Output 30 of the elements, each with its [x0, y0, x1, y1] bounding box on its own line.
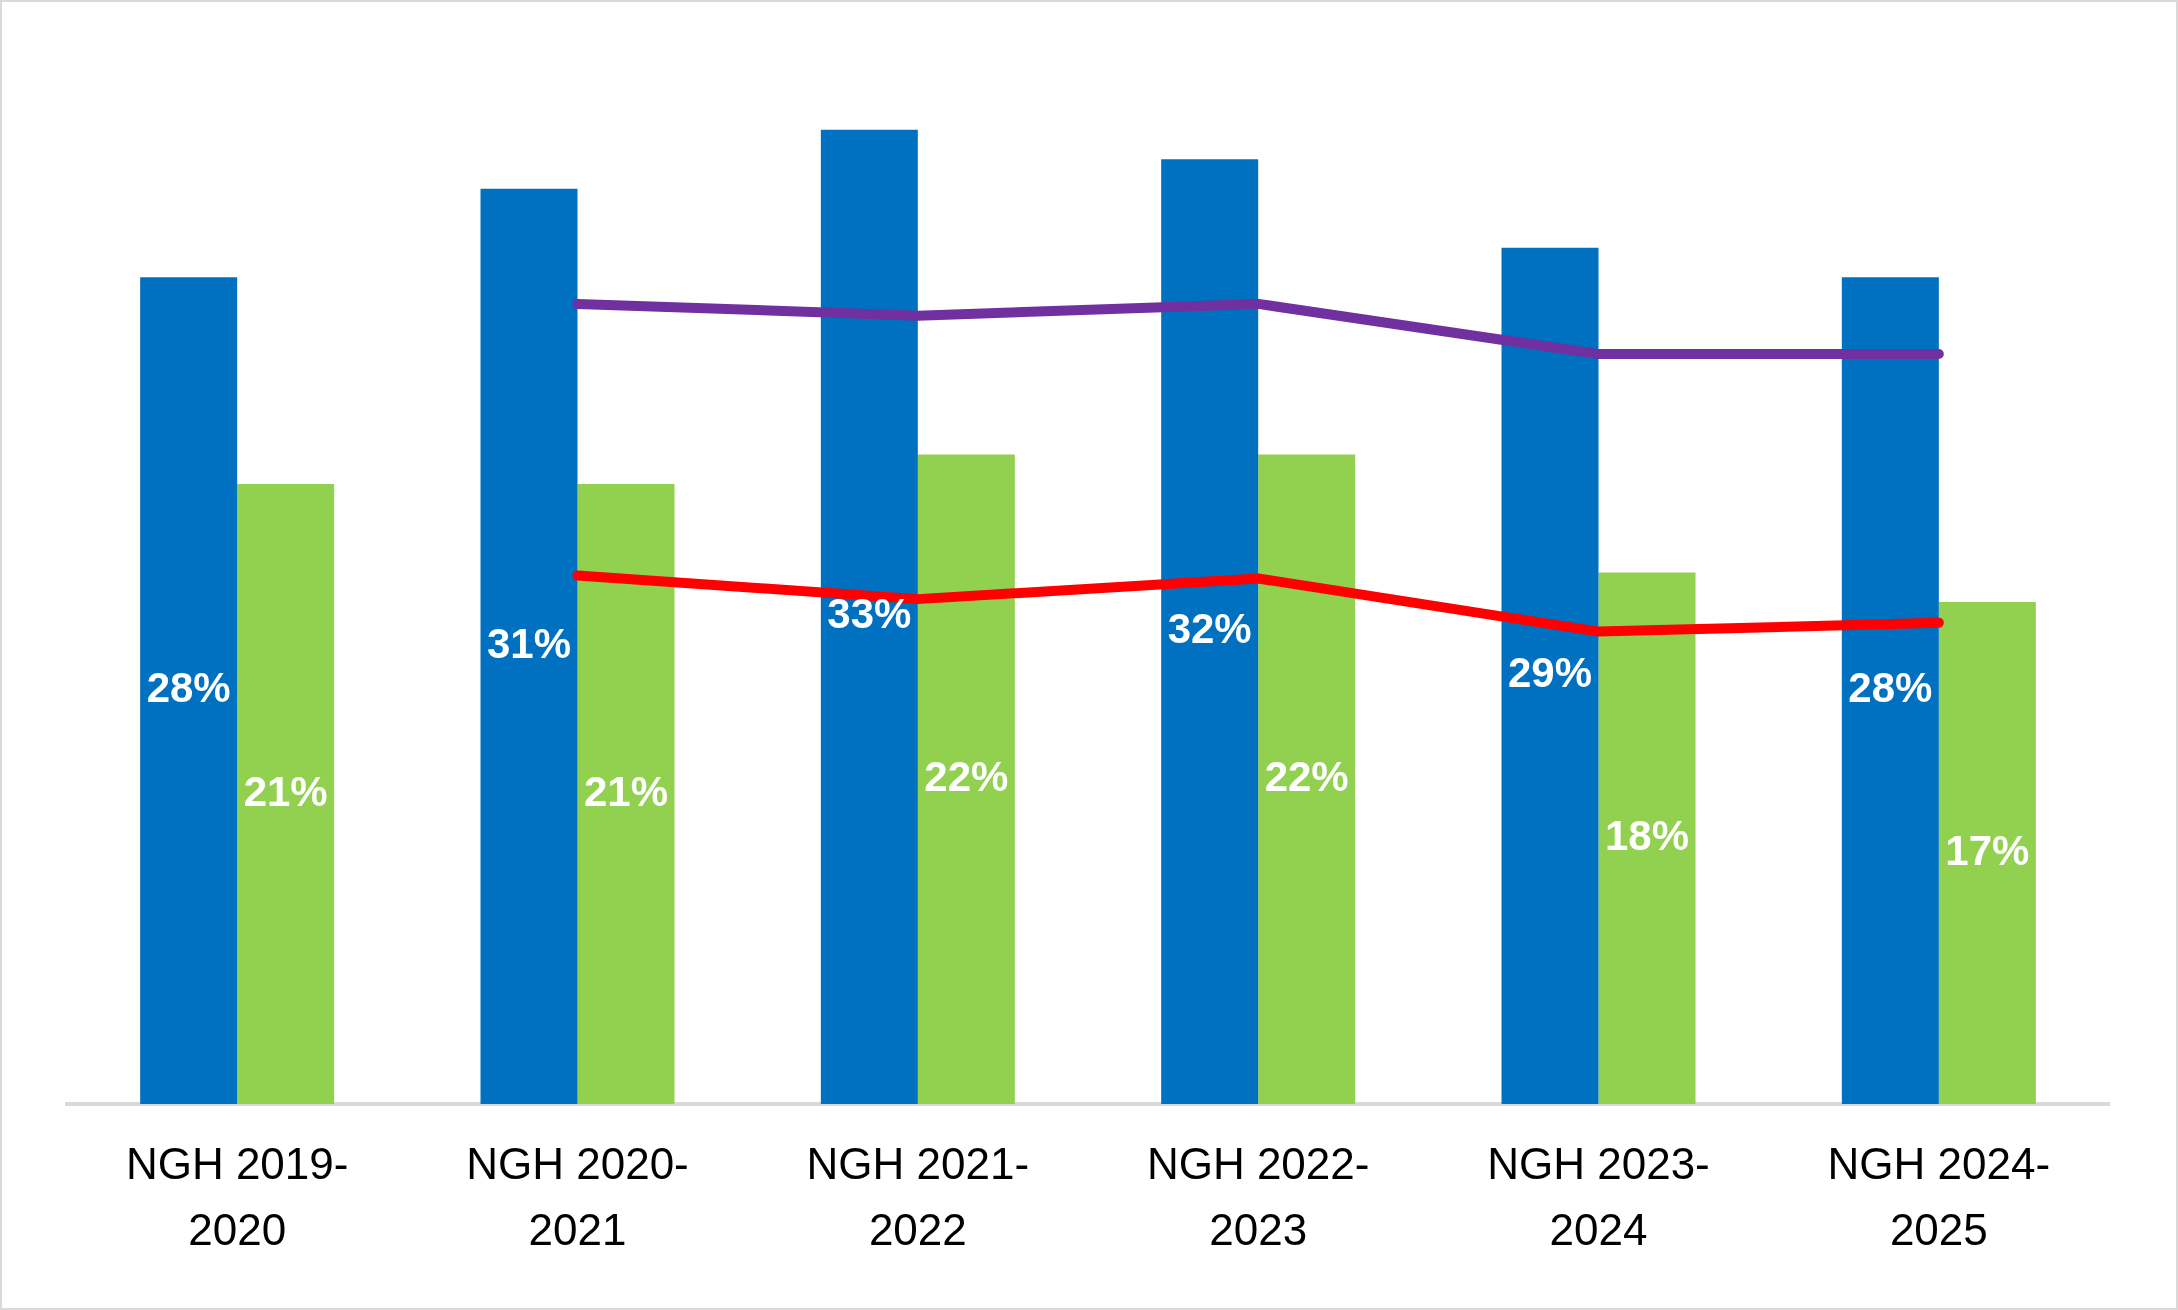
data-label: 28% — [146, 664, 231, 712]
bar — [917, 454, 1015, 1104]
bar — [1598, 572, 1696, 1104]
bar — [1841, 277, 1939, 1104]
bar — [1161, 159, 1259, 1104]
bar — [577, 483, 675, 1104]
data-label: 18% — [1604, 811, 1690, 859]
x-tick-label: NGH 2023-2024 — [1487, 1139, 1710, 1255]
data-label: 33% — [827, 590, 912, 638]
bar — [480, 188, 578, 1104]
data-label: 22% — [924, 752, 1009, 800]
data-label: 31% — [486, 619, 572, 667]
data-label: 22% — [1264, 752, 1349, 800]
data-label: 21% — [243, 767, 328, 815]
data-label: 17% — [1945, 826, 2030, 874]
bar — [1258, 454, 1356, 1104]
bar — [1938, 602, 2036, 1104]
bar — [1501, 247, 1599, 1104]
data-label: 21% — [583, 767, 669, 815]
x-tick-label: NGH 2019-2020 — [125, 1139, 349, 1255]
x-tick-label: NGH 2021-2022 — [806, 1139, 1030, 1255]
bar — [140, 277, 238, 1104]
data-label: 29% — [1507, 649, 1593, 697]
bar — [237, 483, 335, 1104]
data-label: 32% — [1167, 605, 1252, 653]
x-tick-label: NGH 2020-2021 — [466, 1139, 689, 1255]
x-tick-label: NGH 2022-2023 — [1146, 1139, 1370, 1255]
bar — [820, 129, 918, 1104]
data-label: 28% — [1848, 664, 1933, 712]
x-tick-label: NGH 2024-2025 — [1827, 1139, 2051, 1255]
